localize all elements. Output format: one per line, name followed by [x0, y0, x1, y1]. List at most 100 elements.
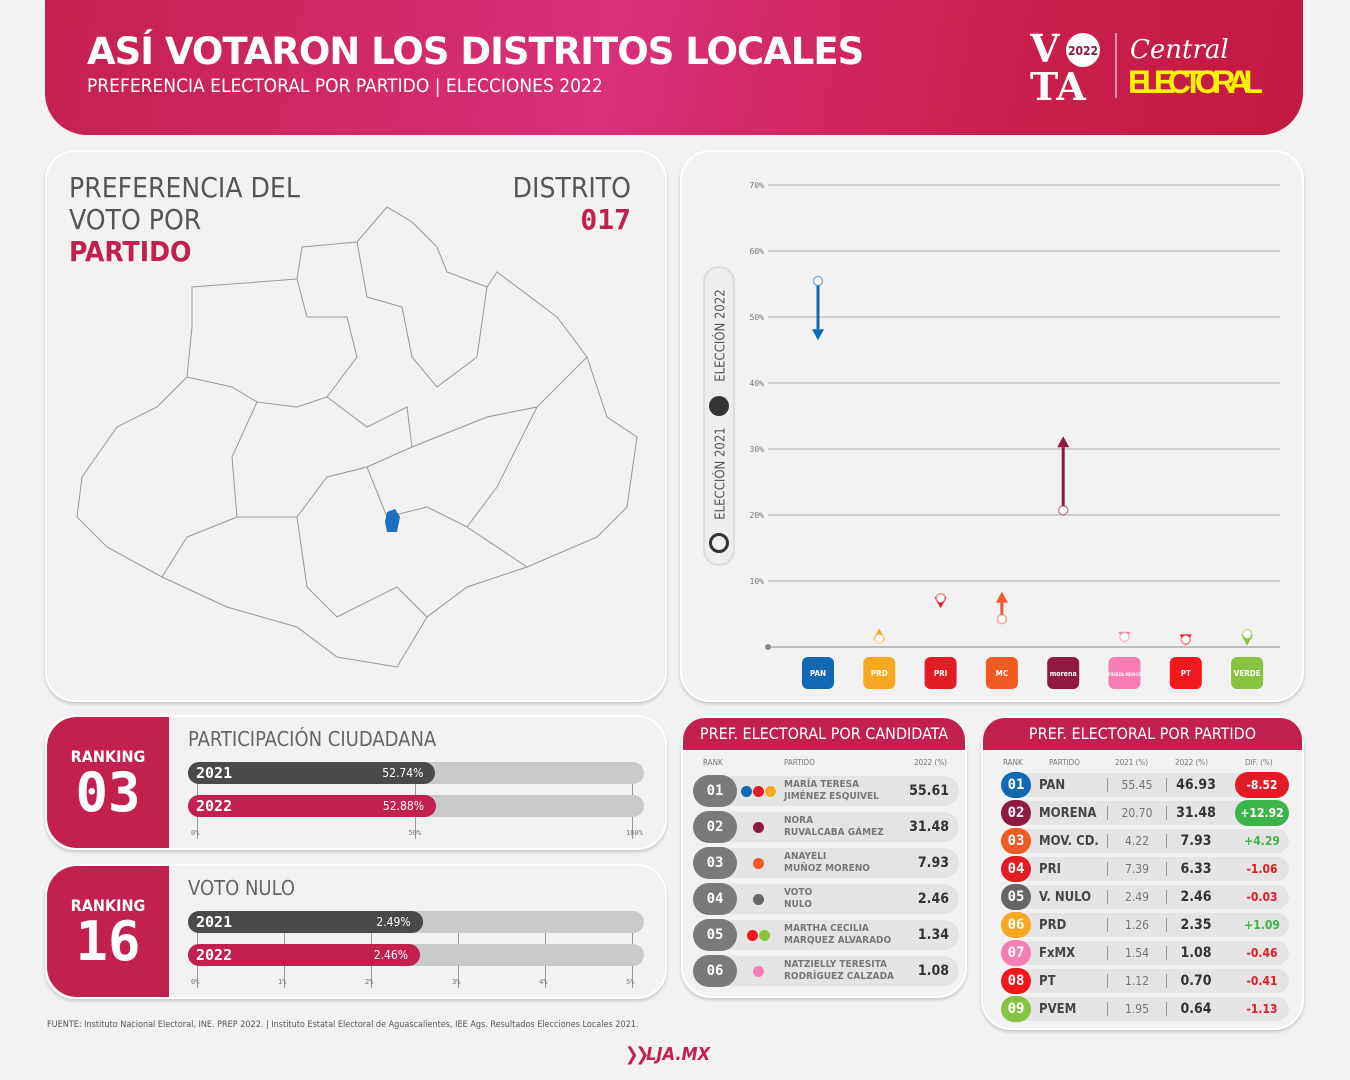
- district-map: [76, 206, 638, 668]
- map-title: PREFERENCIA DEL VOTO POR PARTIDO: [69, 172, 300, 268]
- bar-track: 2021 2.49%: [188, 911, 644, 933]
- party-logo-morena: [1047, 657, 1080, 689]
- party-rank: 09: [1001, 996, 1031, 1022]
- dumbbell-morena: morena: [1047, 436, 1080, 689]
- bar-year: 2022: [196, 797, 233, 815]
- axis-origin: [765, 644, 771, 650]
- candidate-value: 2.46: [917, 891, 949, 907]
- col-header-2022: 2022 (%): [1175, 758, 1209, 767]
- party-2021: 4.22: [1107, 834, 1167, 848]
- district-label: DISTRITO 017: [513, 172, 631, 236]
- party-logo-pri: [924, 657, 957, 689]
- vota-central-electoral-logo: V 2022 TA Central ELECTORAL: [1030, 28, 1263, 103]
- candidate-name-line: MARÍA TERESA: [784, 779, 860, 790]
- party-table-panel: PREF. ELECTORAL POR PARTIDO RANK PARTIDO…: [981, 716, 1304, 1030]
- party-color-dot: [753, 822, 764, 833]
- col-header-rank: RANK: [703, 758, 723, 767]
- tick-label: 4%: [539, 978, 548, 986]
- party-name: FxMX: [1039, 946, 1076, 961]
- party-rank: 06: [1001, 912, 1031, 938]
- y-tick-label: 10%: [750, 577, 765, 586]
- candidate-rank: 01: [693, 775, 737, 807]
- party-difference: -1.06: [1246, 862, 1278, 876]
- bar-year: 2021: [196, 913, 233, 931]
- party-row: 02 MORENA 20.70 31.48 +12.92: [1001, 800, 1289, 826]
- party-color-dot: [741, 786, 752, 797]
- candidate-name-line: MUÑOZ MORENO: [784, 863, 870, 874]
- candidate-value: 31.48: [909, 819, 949, 835]
- party-row: 07 FxMX 1.54 1.08 -0.46: [1001, 940, 1289, 966]
- party-logo-pan: [802, 657, 834, 689]
- party-rank: 08: [1001, 968, 1031, 994]
- candidate-row: 06 NATZIELLY TERESITA RODRÍGUEZ CALZADA 1.0…: [693, 955, 959, 987]
- party-logo-fxmx: [1108, 657, 1141, 689]
- bar-track: 2022 2.46%: [188, 944, 644, 966]
- candidate-name-line: JIMÉNEZ ESQUIVEL: [784, 791, 879, 802]
- party-2021: 55.45: [1107, 778, 1167, 792]
- dumbbell-pan: PAN: [802, 275, 834, 689]
- bar-year: 2022: [196, 946, 233, 964]
- tick-label: 100%: [626, 829, 643, 837]
- y-tick-label: 70%: [750, 181, 765, 190]
- party-comparison-chart-panel: ELECCIÓN 2022 ELECCIÓN 2021 10% 20% 30% 40%…: [680, 150, 1304, 702]
- tick-label: 2%: [365, 978, 374, 986]
- marker-2021: [1057, 505, 1069, 516]
- candidate-name-line: RODRÍGUEZ CALZADA: [784, 971, 895, 982]
- dumbbell-pt: PT: [1169, 634, 1202, 689]
- candidate-name-line: VOTO: [784, 887, 813, 898]
- district-017-highlight: [385, 509, 400, 532]
- col-header-rank: RANK: [1003, 758, 1023, 767]
- party-difference: -0.03: [1246, 890, 1278, 904]
- col-header-2021: 2021 (%): [1115, 758, 1149, 767]
- party-row: 08 PT 1.12 0.70 -0.41: [1001, 968, 1289, 994]
- marker-2021: [1241, 628, 1253, 640]
- party-difference: -8.52: [1235, 772, 1289, 798]
- party-name: PT: [1039, 974, 1056, 989]
- party-color-dot: [753, 786, 764, 797]
- y-tick-label: 30%: [750, 445, 765, 454]
- svg-text:2022: 2022: [1068, 44, 1098, 58]
- candidate-table-panel: PREF. ELECTORAL POR CANDIDATA RANK PARTI…: [681, 716, 967, 998]
- party-2021: 1.26: [1107, 918, 1167, 932]
- party-difference: +12.92: [1235, 800, 1289, 826]
- tick-label: 3%: [452, 978, 461, 986]
- candidate-row: 01 MARÍA TERESA JIMÉNEZ ESQUIVEL 55.61: [693, 775, 959, 807]
- party-2022: 2.35: [1180, 917, 1212, 933]
- bar-fill-2021: 2021 52.74%: [188, 762, 436, 784]
- dumbbell-prd: PRD: [863, 628, 896, 689]
- candidate-value: 1.08: [917, 963, 949, 979]
- map-title-highlight: PARTIDO: [69, 235, 192, 268]
- party-rank: 04: [1001, 856, 1031, 882]
- svg-text:V: V: [1030, 28, 1061, 71]
- party-rank: 05: [1001, 884, 1031, 910]
- district-map-panel: PREFERENCIA DEL VOTO POR PARTIDO DISTRIT…: [45, 150, 667, 702]
- party-logo-text: PAN: [810, 669, 826, 678]
- candidate-name: VOTO NULO: [784, 887, 812, 911]
- legend-2021-marker: [709, 533, 729, 553]
- bar-fill-2022: 2022 2.46%: [188, 944, 421, 966]
- svg-text:TA: TA: [1030, 64, 1086, 103]
- party-2021: 1.12: [1107, 974, 1167, 988]
- candidate-name-line: NULO: [784, 899, 812, 910]
- party-difference: +4.29: [1244, 834, 1280, 848]
- tick-label: 1%: [278, 978, 287, 986]
- party-difference: +1.09: [1244, 918, 1280, 932]
- tick-label: 50%: [408, 829, 422, 837]
- bar-track: 2021 52.74%: [188, 762, 644, 784]
- y-tick-label: 20%: [750, 511, 765, 520]
- dumbbell-movcd: MC: [985, 591, 1018, 689]
- party-row: 05 V. NULO 2.49 2.46 -0.03: [1001, 884, 1289, 910]
- party-color-dot: [747, 930, 758, 941]
- candidate-rank: 03: [693, 847, 737, 879]
- candidate-name-line: NATZIELLY TERESITA: [784, 959, 887, 970]
- candidate-name-line: RUVALCABA GÁMEZ: [784, 827, 884, 838]
- party-logo-text: PT: [1181, 669, 1191, 678]
- page-title: ASÍ VOTARON LOS DISTRITOS LOCALES: [87, 30, 864, 73]
- party-logo-text: PRI: [934, 669, 948, 678]
- candidate-name-line: ANAYELI: [784, 851, 827, 862]
- party-logo-text: VERDE: [1234, 669, 1261, 678]
- chart-legend: ELECCIÓN 2022 ELECCIÓN 2021: [703, 266, 735, 566]
- marker-2021: [1180, 634, 1192, 645]
- candidate-rank: 02: [693, 811, 737, 843]
- col-header-partido: PARTIDO: [1049, 758, 1080, 767]
